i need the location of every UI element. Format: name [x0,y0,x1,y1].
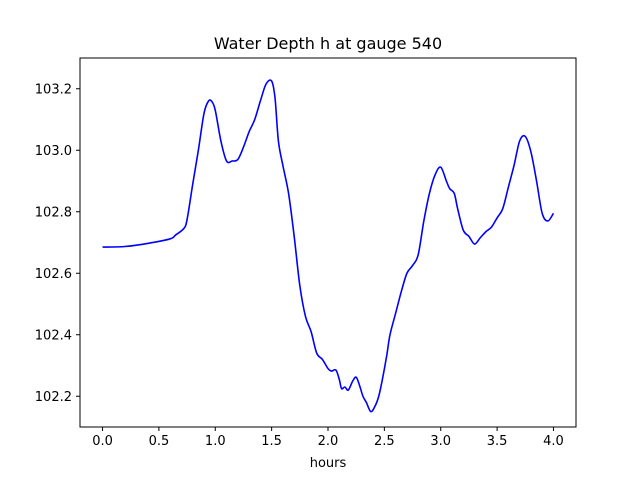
y-axis-ticks: 102.2 102.4 102.6 102.8 103.0 103.2 [35,82,80,405]
x-tick-label: 2.5 [374,434,395,449]
x-tick-label: 0.5 [149,434,170,449]
series-line-0 [102,79,555,413]
y-tick-label: 103.2 [35,82,72,97]
x-axis-label: hours [310,456,347,471]
x-tick-label: 2.0 [318,434,339,449]
series-layer [102,79,555,413]
x-tick-label: 1.5 [261,434,282,449]
x-tick-label: 3.0 [430,434,451,449]
x-tick-label: 4.0 [543,434,564,449]
y-tick-label: 102.2 [35,390,72,405]
y-tick-label: 103.0 [35,144,72,159]
x-tick-label: 0.0 [92,434,113,449]
x-axis-ticks: 0.0 0.5 1.0 1.5 2.0 2.5 3.0 3.5 4.0 [92,427,564,449]
x-tick-label: 3.5 [487,434,508,449]
x-tick-label: 1.0 [205,434,226,449]
chart-title: Water Depth h at gauge 540 [214,34,442,53]
y-tick-label: 102.4 [35,328,72,343]
y-tick-label: 102.6 [35,267,72,282]
y-tick-label: 102.8 [35,205,72,220]
